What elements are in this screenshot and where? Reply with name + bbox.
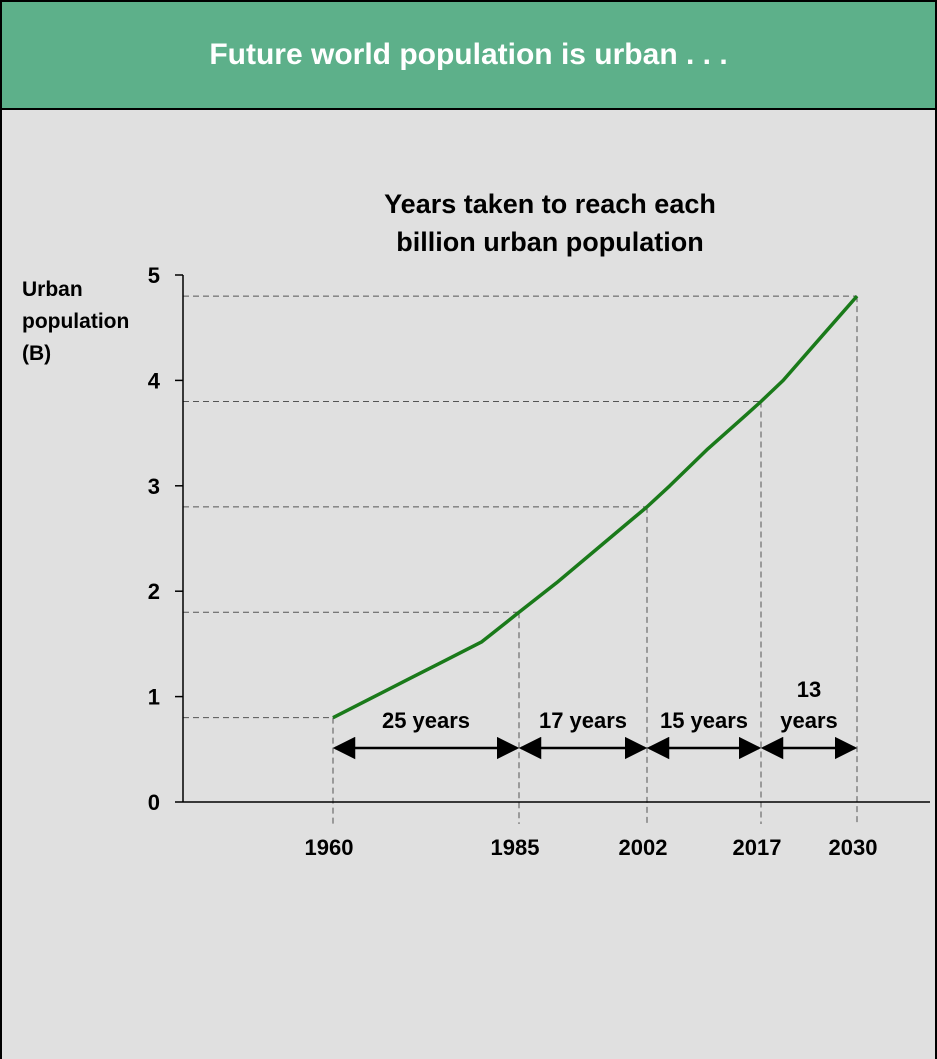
y-tick-label: 4 <box>148 368 161 393</box>
x-tick-label: 2030 <box>829 835 878 860</box>
interval-label: 25 years <box>382 708 470 733</box>
header-banner: Future world population is urban . . . <box>2 2 935 110</box>
slide-title: Future world population is urban . . . <box>209 38 728 71</box>
series <box>332 294 859 720</box>
y-axis-label: Urban population (B) <box>22 278 129 365</box>
y-tick-label: 0 <box>148 790 160 815</box>
y-axis-label-line: Urban <box>22 278 83 301</box>
x-tick-label: 2002 <box>619 835 668 860</box>
y-tick-label: 5 <box>148 263 160 288</box>
chart-title-line1: Years taken to reach each <box>384 189 716 219</box>
axes <box>175 274 930 803</box>
chart-title-line2: billion urban population <box>396 227 703 257</box>
interval-label: years <box>780 708 838 733</box>
y-tick-label: 3 <box>148 474 160 499</box>
interval-label: 17 years <box>539 708 627 733</box>
y-axis-label-line: population <box>22 310 129 333</box>
y-tick-label: 2 <box>148 579 160 604</box>
guide-lines <box>183 295 858 824</box>
x-tick-label: 1985 <box>491 835 540 860</box>
y-axis-label-line: (B) <box>22 342 51 365</box>
urban-population-line <box>332 294 859 720</box>
interval-arrows: 25 years 17 years 15 years 13 years <box>332 677 858 760</box>
chart-title: Years taken to reach each billion urban … <box>384 189 716 257</box>
interval-label: 13 <box>797 677 821 702</box>
x-tick-label: 1960 <box>305 835 354 860</box>
y-tick-label: 1 <box>148 685 160 710</box>
tick-labels: 0 1 2 3 4 5 1960 1985 2002 2017 2030 <box>148 263 878 860</box>
x-tick-label: 2017 <box>733 835 782 860</box>
interval-label: 15 years <box>660 708 748 733</box>
